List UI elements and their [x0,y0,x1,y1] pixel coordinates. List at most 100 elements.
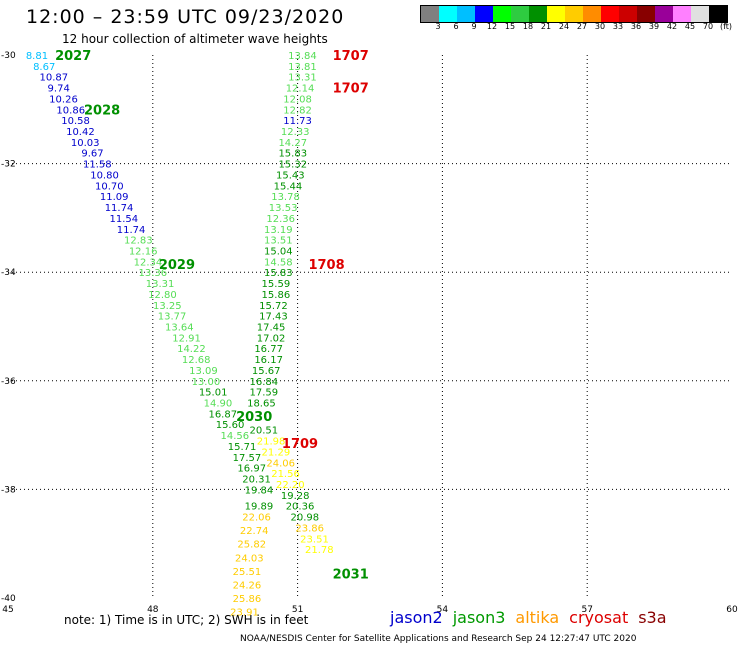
wave-height-point: 12.08 [283,94,312,105]
scale-label: 33 [612,22,624,31]
wave-height-point: 13.31 [288,73,317,84]
wave-height-point: 22.74 [240,526,269,537]
time-label: 1708 [308,258,344,273]
x-tick-label: 57 [581,605,592,615]
wave-height-point: 12.36 [266,214,295,225]
scale-label: 36 [630,22,642,31]
wave-height-point: 13.53 [269,203,298,214]
wave-height-point: 15.67 [252,366,281,377]
color-swatch [421,6,439,22]
y-tick-label: -30 [1,51,16,61]
wave-height-point: 13.77 [158,312,187,323]
wave-height-point: 10.03 [71,138,100,149]
wave-height-point: 15.04 [264,246,293,257]
wave-height-point: 19.28 [281,491,310,502]
wave-height-point: 23.51 [300,534,329,545]
wave-height-point: 11.58 [83,160,112,171]
time-label: 2028 [84,103,120,118]
scale-label: 18 [522,22,534,31]
satellite-jason3: jason3 [452,608,506,627]
wave-height-point: 9.74 [48,84,70,95]
color-swatch [439,6,457,22]
y-tick-label: -32 [1,160,16,170]
wave-height-point: 15.71 [228,442,257,453]
wave-height-point: 13.25 [153,301,182,312]
wave-height-point: 13.51 [264,236,293,247]
wave-height-point: 11.74 [105,203,134,214]
wave-height-point: 12.34 [134,257,163,268]
x-tick-label: 54 [437,605,449,615]
wave-height-point: 21.78 [305,545,334,556]
wave-height-point: 17.02 [257,333,286,344]
time-label: 2031 [333,568,369,583]
footer-note: note: 1) Time is in UTC; 2) SWH is in fe… [64,613,309,627]
wave-height-point: 13.84 [288,51,317,62]
wave-height-point: 12.91 [172,333,201,344]
wave-height-point: 12.68 [182,355,211,366]
wave-height-point: 15.01 [199,388,228,399]
color-swatch [655,6,673,22]
scale-label: 45 [684,22,696,31]
color-swatch [691,6,709,22]
x-tick-label: 51 [292,605,303,615]
time-label: 1707 [333,49,369,64]
scale-label: 70 [702,22,714,31]
wave-height-point: 16.84 [249,377,278,388]
scale-label: 39 [648,22,660,31]
wave-height-point: 11.54 [110,214,139,225]
wave-height-point: 25.51 [233,567,262,578]
wave-height-point: 24.03 [235,553,264,564]
color-swatch [565,6,583,22]
wave-height-point: 15.44 [274,181,303,192]
satellite-s3a: s3a [638,608,667,627]
time-label: 2029 [159,258,195,273]
wave-height-point: 17.57 [233,453,262,464]
wave-height-point: 20.98 [291,513,320,524]
scale-label: 6 [453,22,459,31]
wave-height-point: 21.56 [271,469,300,480]
wave-height-point: 17.43 [259,312,288,323]
wave-height-point: 12.14 [286,84,315,95]
wave-height-point: 13.19 [264,225,293,236]
wave-height-point: 11.09 [100,192,129,203]
y-tick-label: -36 [1,377,16,387]
x-tick-label: 45 [2,605,13,615]
color-swatch [709,6,727,22]
time-label: 1709 [282,437,318,452]
wave-height-point: 15.83 [264,268,293,279]
wave-height-point: 15.59 [262,279,291,290]
wave-height-point: 10.26 [49,94,78,105]
wave-height-point: 16.87 [208,409,237,420]
wave-height-point: 15.72 [259,301,288,312]
wave-height-point: 19.84 [245,485,274,496]
wave-height-point: 13.78 [271,192,300,203]
wave-height-point: 10.87 [40,73,69,84]
wave-height-point: 11.73 [283,116,312,127]
chart-subtitle: 12 hour collection of altimeter wave hei… [62,32,328,46]
wave-height-point: 25.82 [237,540,266,551]
wave-height-point: 21.29 [262,447,291,458]
wave-height-point: 20.51 [249,426,278,437]
wave-height-point: 20.36 [286,502,315,513]
wave-height-point: 10.42 [66,127,95,138]
color-swatch [637,6,655,22]
wave-height-point: 8.81 [26,51,48,62]
color-swatch [583,6,601,22]
wave-height-point: 16.77 [254,344,283,355]
scale-label: 30 [594,22,606,31]
wave-height-point: 15.86 [262,290,291,301]
scale-label: 42 [666,22,678,31]
scale-label: 24 [558,22,570,31]
time-label: 1707 [333,82,369,97]
wave-height-point: 9.67 [81,149,103,160]
x-tick-label: 60 [726,605,738,615]
scale-label: 27 [576,22,588,31]
wave-height-point: 12.33 [281,127,310,138]
wave-height-point: 24.26 [233,580,262,591]
wave-height-point: 25.86 [233,594,262,605]
color-scale-bar [420,5,728,23]
scale-label: (ft) [719,22,733,31]
wave-height-point: 14.58 [264,257,293,268]
wave-height-point: 13.36 [138,268,167,279]
